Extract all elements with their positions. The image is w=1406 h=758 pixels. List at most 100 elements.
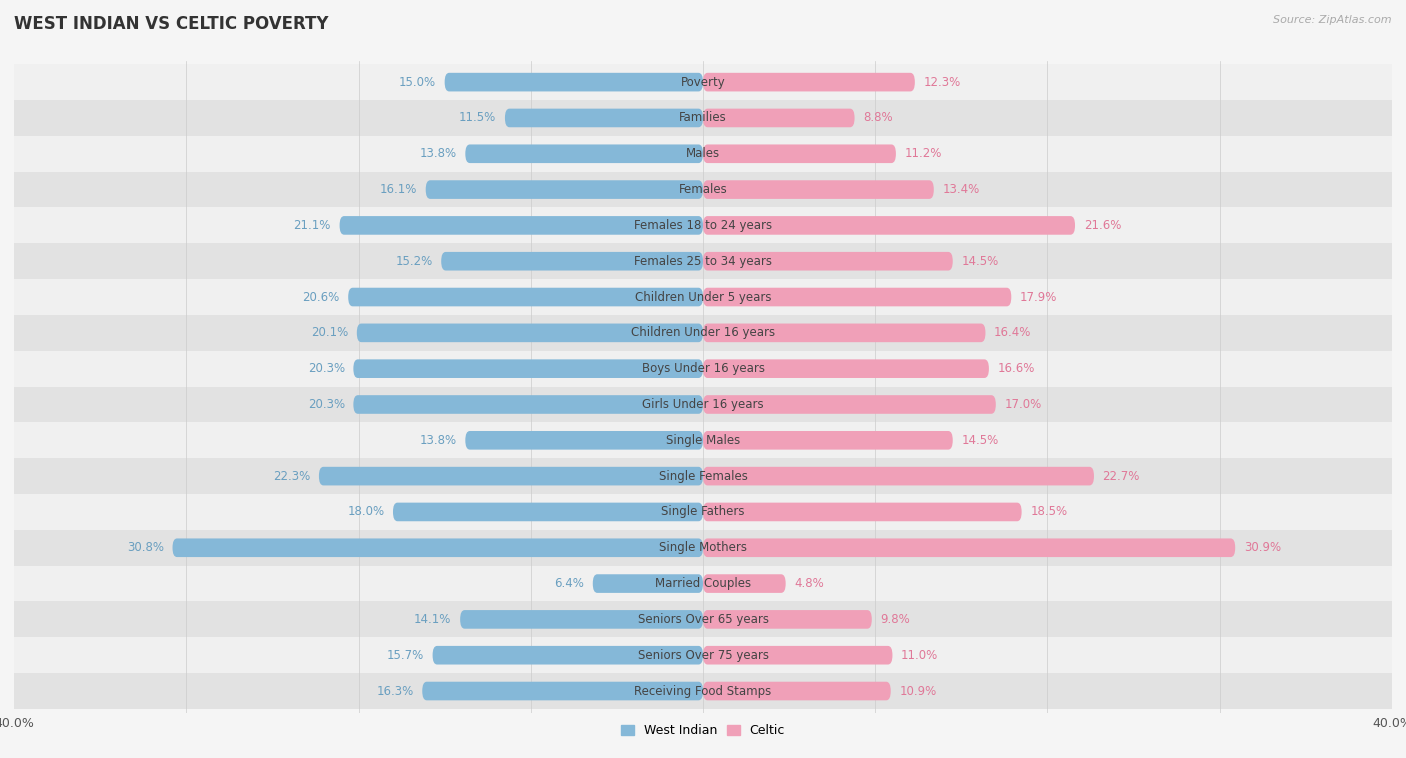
Bar: [14, 64, 1392, 100]
Text: Single Males: Single Males: [666, 434, 740, 446]
Text: Children Under 5 years: Children Under 5 years: [634, 290, 772, 303]
Text: 16.4%: 16.4%: [994, 327, 1032, 340]
Text: 14.1%: 14.1%: [415, 613, 451, 626]
FancyBboxPatch shape: [441, 252, 703, 271]
Text: Source: ZipAtlas.com: Source: ZipAtlas.com: [1274, 15, 1392, 25]
FancyBboxPatch shape: [703, 180, 934, 199]
Text: 22.7%: 22.7%: [1102, 470, 1140, 483]
Text: Married Couples: Married Couples: [655, 577, 751, 590]
Text: 15.2%: 15.2%: [395, 255, 433, 268]
FancyBboxPatch shape: [703, 503, 1022, 522]
Text: 21.6%: 21.6%: [1084, 219, 1121, 232]
FancyBboxPatch shape: [703, 575, 786, 593]
Text: 13.8%: 13.8%: [419, 147, 457, 160]
FancyBboxPatch shape: [703, 646, 893, 665]
FancyBboxPatch shape: [703, 431, 953, 449]
FancyBboxPatch shape: [703, 73, 915, 92]
Bar: [14, 459, 1392, 494]
FancyBboxPatch shape: [465, 145, 703, 163]
Text: 16.3%: 16.3%: [377, 684, 413, 697]
FancyBboxPatch shape: [444, 73, 703, 92]
Text: 14.5%: 14.5%: [962, 434, 998, 446]
Text: Single Fathers: Single Fathers: [661, 506, 745, 518]
Text: 13.4%: 13.4%: [942, 183, 980, 196]
Text: Seniors Over 65 years: Seniors Over 65 years: [637, 613, 769, 626]
Bar: [14, 565, 1392, 602]
Bar: [14, 494, 1392, 530]
FancyBboxPatch shape: [703, 216, 1076, 235]
Text: 4.8%: 4.8%: [794, 577, 824, 590]
Text: Single Mothers: Single Mothers: [659, 541, 747, 554]
Text: Females: Females: [679, 183, 727, 196]
FancyBboxPatch shape: [703, 395, 995, 414]
Bar: [14, 422, 1392, 459]
Bar: [14, 315, 1392, 351]
Text: Females 18 to 24 years: Females 18 to 24 years: [634, 219, 772, 232]
FancyBboxPatch shape: [353, 395, 703, 414]
Text: Families: Families: [679, 111, 727, 124]
FancyBboxPatch shape: [353, 359, 703, 378]
FancyBboxPatch shape: [392, 503, 703, 522]
Text: 20.3%: 20.3%: [308, 362, 344, 375]
FancyBboxPatch shape: [593, 575, 703, 593]
Text: 20.6%: 20.6%: [302, 290, 340, 303]
Text: 11.5%: 11.5%: [460, 111, 496, 124]
Text: 11.0%: 11.0%: [901, 649, 938, 662]
Text: Poverty: Poverty: [681, 76, 725, 89]
Bar: [14, 530, 1392, 565]
Text: 16.1%: 16.1%: [380, 183, 418, 196]
Text: 18.0%: 18.0%: [347, 506, 384, 518]
Bar: [14, 171, 1392, 208]
Text: 18.5%: 18.5%: [1031, 506, 1067, 518]
FancyBboxPatch shape: [703, 324, 986, 342]
Text: Single Females: Single Females: [658, 470, 748, 483]
Legend: West Indian, Celtic: West Indian, Celtic: [616, 719, 790, 742]
Text: 15.7%: 15.7%: [387, 649, 425, 662]
Text: 21.1%: 21.1%: [294, 219, 330, 232]
Text: 17.9%: 17.9%: [1019, 290, 1057, 303]
Bar: [14, 208, 1392, 243]
Bar: [14, 602, 1392, 637]
Text: 11.2%: 11.2%: [904, 147, 942, 160]
Bar: [14, 387, 1392, 422]
FancyBboxPatch shape: [433, 646, 703, 665]
Bar: [14, 100, 1392, 136]
FancyBboxPatch shape: [422, 681, 703, 700]
FancyBboxPatch shape: [703, 610, 872, 628]
Text: Females 25 to 34 years: Females 25 to 34 years: [634, 255, 772, 268]
Text: Males: Males: [686, 147, 720, 160]
Text: 30.9%: 30.9%: [1244, 541, 1281, 554]
Bar: [14, 673, 1392, 709]
Bar: [14, 243, 1392, 279]
Text: Girls Under 16 years: Girls Under 16 years: [643, 398, 763, 411]
Text: 20.1%: 20.1%: [311, 327, 349, 340]
FancyBboxPatch shape: [703, 108, 855, 127]
FancyBboxPatch shape: [703, 145, 896, 163]
FancyBboxPatch shape: [703, 538, 1236, 557]
Text: 9.8%: 9.8%: [880, 613, 910, 626]
FancyBboxPatch shape: [319, 467, 703, 485]
Text: Children Under 16 years: Children Under 16 years: [631, 327, 775, 340]
Text: 22.3%: 22.3%: [273, 470, 311, 483]
Text: Seniors Over 75 years: Seniors Over 75 years: [637, 649, 769, 662]
FancyBboxPatch shape: [703, 288, 1011, 306]
Text: 16.6%: 16.6%: [997, 362, 1035, 375]
Text: 13.8%: 13.8%: [419, 434, 457, 446]
FancyBboxPatch shape: [703, 467, 1094, 485]
FancyBboxPatch shape: [465, 431, 703, 449]
Text: WEST INDIAN VS CELTIC POVERTY: WEST INDIAN VS CELTIC POVERTY: [14, 15, 329, 33]
Text: 15.0%: 15.0%: [399, 76, 436, 89]
FancyBboxPatch shape: [426, 180, 703, 199]
Text: 10.9%: 10.9%: [900, 684, 936, 697]
FancyBboxPatch shape: [460, 610, 703, 628]
Bar: [14, 279, 1392, 315]
FancyBboxPatch shape: [703, 681, 891, 700]
Bar: [14, 351, 1392, 387]
Text: 20.3%: 20.3%: [308, 398, 344, 411]
Text: 8.8%: 8.8%: [863, 111, 893, 124]
FancyBboxPatch shape: [173, 538, 703, 557]
Text: 6.4%: 6.4%: [554, 577, 583, 590]
Bar: [14, 136, 1392, 171]
Text: 17.0%: 17.0%: [1004, 398, 1042, 411]
Text: Boys Under 16 years: Boys Under 16 years: [641, 362, 765, 375]
